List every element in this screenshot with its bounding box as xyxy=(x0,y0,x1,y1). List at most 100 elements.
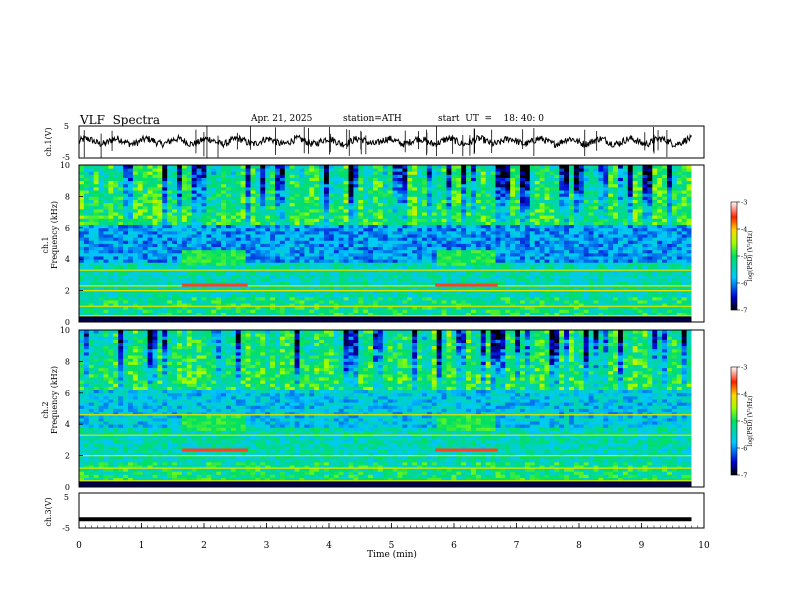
spectrogram-cell xyxy=(529,303,536,307)
spectrogram-cell xyxy=(245,287,251,291)
spectrogram-cell xyxy=(382,193,389,197)
spectrogram-cell xyxy=(103,237,109,241)
spectrogram-cell xyxy=(529,252,536,257)
spectrogram-cell xyxy=(230,309,237,313)
spectrogram-cell xyxy=(348,171,354,175)
spectrogram-cell xyxy=(162,196,168,200)
spectrogram-cell xyxy=(475,237,482,241)
spectrogram-cell xyxy=(471,227,477,232)
spectrogram-cell xyxy=(358,224,364,229)
spectrogram-cell xyxy=(235,215,242,219)
spectrogram-cell xyxy=(270,293,276,298)
spectrogram-cell xyxy=(123,196,129,200)
spectrogram-cell xyxy=(147,296,153,301)
spectrogram-cell xyxy=(397,190,403,194)
spectrogram-cell xyxy=(495,227,501,232)
spectrogram-cell xyxy=(186,315,193,320)
spectrogram-cell xyxy=(441,300,447,304)
spectrogram-cell xyxy=(79,256,85,260)
spectrogram-cell xyxy=(485,249,491,254)
spectrogram-cell xyxy=(235,174,242,178)
spectrogram-cell xyxy=(426,271,433,276)
spectrogram-cell xyxy=(240,246,246,251)
spectrogram-cell xyxy=(382,271,389,276)
spectrogram-cell xyxy=(128,212,134,216)
spectrogram-cell xyxy=(250,300,256,304)
spectrogram-cell xyxy=(373,180,379,185)
spectrogram-cell xyxy=(426,252,433,257)
spectrogram-cell xyxy=(324,212,330,216)
spectrogram-cell xyxy=(544,309,550,313)
spectrogram-cell xyxy=(147,278,153,282)
spectrogram-cell xyxy=(480,256,487,260)
spectrogram-cell xyxy=(417,259,423,263)
spectrogram-cell xyxy=(152,227,158,232)
spectrogram-cell xyxy=(167,199,173,204)
spectrogram-cell xyxy=(417,221,423,226)
spectrogram-cell xyxy=(402,234,408,238)
spectrogram-cell xyxy=(461,199,467,204)
spectrogram-cell xyxy=(123,249,129,254)
spectrogram-cell xyxy=(79,306,85,310)
spectrogram-cell xyxy=(510,293,516,298)
spectrogram-cell xyxy=(422,171,428,175)
spectrogram-cell xyxy=(505,252,511,257)
spectrogram-cell xyxy=(363,193,369,197)
spectrogram-cell xyxy=(240,265,246,270)
spectrogram-cell xyxy=(520,208,526,213)
spectrogram-cell xyxy=(319,165,325,169)
spectrogram-cell xyxy=(524,193,531,197)
spectrogram-cell xyxy=(181,315,188,320)
spectrogram-cell xyxy=(495,281,501,285)
spectrogram-cell xyxy=(142,252,148,257)
spectrogram-cell xyxy=(294,174,300,178)
spectrogram-cell xyxy=(466,224,472,229)
spectrogram-cell xyxy=(123,315,129,320)
spectrogram-cell xyxy=(167,186,173,191)
spectrogram-cell xyxy=(181,296,188,301)
spectrogram-cell xyxy=(88,290,95,295)
spectrogram-cell xyxy=(446,221,452,226)
spectrogram-cell xyxy=(137,252,144,257)
spectrogram-cell xyxy=(108,168,114,172)
spectrogram-cell xyxy=(250,199,256,204)
spectrogram-cell xyxy=(422,193,428,197)
spectrogram-cell xyxy=(128,243,134,248)
spectrogram-cell xyxy=(88,174,95,178)
spectrogram-cell xyxy=(461,234,467,238)
spectrogram-cell xyxy=(265,168,271,172)
spectrogram-cell xyxy=(240,190,246,194)
spectrogram-cell xyxy=(426,180,433,185)
spectrogram-cell xyxy=(549,224,555,229)
spectrogram-cell xyxy=(181,265,188,270)
spectrogram-cell xyxy=(221,318,227,323)
spectrogram-cell xyxy=(284,265,291,270)
spectrogram-cell xyxy=(431,193,438,197)
spectrogram-cell xyxy=(167,237,173,241)
spectrogram-cell xyxy=(431,230,438,235)
spectrogram-cell xyxy=(79,281,85,285)
spectrogram-cell xyxy=(260,293,266,298)
spectrogram-cell xyxy=(108,306,114,310)
spectrogram-cell xyxy=(191,265,197,270)
spectrogram-cell xyxy=(397,252,403,257)
spectrogram-cell xyxy=(128,199,134,204)
spectrogram-cell xyxy=(172,252,178,257)
spectrogram-cell xyxy=(147,240,153,244)
spectrogram-cell xyxy=(333,318,340,323)
spectrogram-cell xyxy=(402,315,408,320)
spectrogram-cell xyxy=(123,234,129,238)
spectrogram-cell xyxy=(490,224,496,229)
spectrogram-cell xyxy=(348,271,354,276)
spectrogram-cell xyxy=(132,274,139,279)
spectrogram-cell xyxy=(230,183,237,188)
spectrogram-cell xyxy=(505,212,511,216)
spectrogram-cell xyxy=(515,296,521,301)
spectrogram-cell xyxy=(172,290,178,295)
spectrogram-cell xyxy=(113,309,119,313)
spectrogram-cell xyxy=(559,193,565,197)
spectrogram-cell xyxy=(407,202,413,207)
spectrogram-cell xyxy=(319,218,325,222)
spectrogram-cell xyxy=(392,278,398,282)
spectrogram-cell xyxy=(142,208,148,213)
